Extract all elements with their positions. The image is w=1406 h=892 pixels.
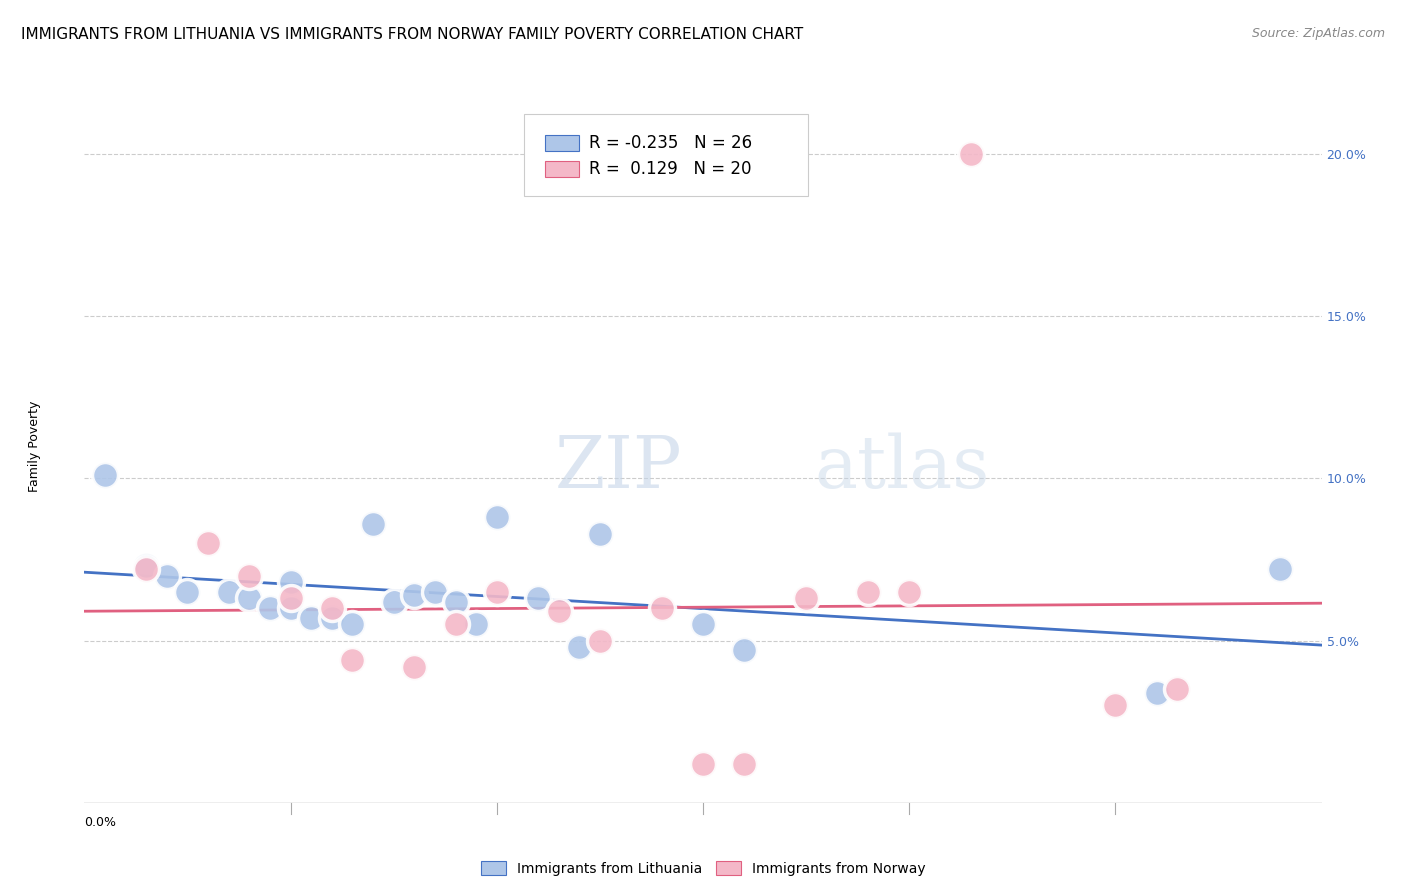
Bar xyxy=(544,135,579,151)
Bar xyxy=(544,161,579,177)
Point xyxy=(382,595,405,609)
Point xyxy=(692,756,714,771)
Text: R =  0.129   N = 20: R = 0.129 N = 20 xyxy=(589,161,752,178)
Point xyxy=(547,604,569,618)
Point xyxy=(280,591,302,606)
Point xyxy=(342,653,364,667)
Point xyxy=(960,147,983,161)
Point xyxy=(94,468,117,483)
Point xyxy=(176,585,198,599)
Point xyxy=(651,601,673,615)
Point xyxy=(218,585,240,599)
Point xyxy=(692,617,714,632)
Point xyxy=(299,611,322,625)
Point xyxy=(135,559,157,574)
Text: R = -0.235   N = 26: R = -0.235 N = 26 xyxy=(589,134,752,152)
Text: Family Poverty: Family Poverty xyxy=(28,401,41,491)
Point xyxy=(259,601,281,615)
Point xyxy=(589,526,612,541)
Point xyxy=(465,617,488,632)
Point xyxy=(423,585,446,599)
Point xyxy=(238,568,260,582)
Point xyxy=(733,643,755,657)
Point xyxy=(321,611,343,625)
Point xyxy=(568,640,591,654)
Legend: Immigrants from Lithuania, Immigrants from Norway: Immigrants from Lithuania, Immigrants fr… xyxy=(475,855,931,881)
Point xyxy=(794,591,817,606)
Point xyxy=(485,510,508,524)
Text: 0.0%: 0.0% xyxy=(84,815,117,829)
Point xyxy=(527,591,550,606)
Point xyxy=(856,585,879,599)
Point xyxy=(280,575,302,590)
Point xyxy=(280,601,302,615)
Text: IMMIGRANTS FROM LITHUANIA VS IMMIGRANTS FROM NORWAY FAMILY POVERTY CORRELATION C: IMMIGRANTS FROM LITHUANIA VS IMMIGRANTS … xyxy=(21,27,803,42)
Point xyxy=(485,585,508,599)
Point xyxy=(733,756,755,771)
Point xyxy=(589,633,612,648)
Text: Source: ZipAtlas.com: Source: ZipAtlas.com xyxy=(1251,27,1385,40)
Point xyxy=(1166,682,1188,697)
Point xyxy=(898,585,921,599)
Point xyxy=(135,562,157,576)
FancyBboxPatch shape xyxy=(523,114,808,196)
Point xyxy=(1270,562,1292,576)
Point xyxy=(404,659,426,673)
Text: ZIP: ZIP xyxy=(554,432,682,503)
Point xyxy=(342,617,364,632)
Text: atlas: atlas xyxy=(814,432,990,503)
Point xyxy=(361,516,384,531)
Point xyxy=(156,568,179,582)
Point xyxy=(404,588,426,602)
Point xyxy=(238,591,260,606)
Point xyxy=(197,536,219,550)
Point xyxy=(1146,685,1168,699)
Point xyxy=(1104,698,1126,713)
Point xyxy=(321,601,343,615)
Point xyxy=(444,617,467,632)
Point xyxy=(444,595,467,609)
